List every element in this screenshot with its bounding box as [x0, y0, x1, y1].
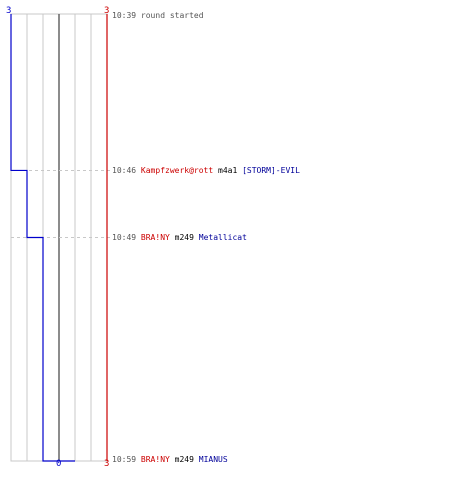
weapon-name: m249 — [174, 455, 194, 464]
victim-name: Metallicat — [198, 233, 247, 242]
killer-name: BRA!NY — [140, 233, 170, 242]
weapon-name: m249 — [174, 233, 194, 242]
left-bottom-count: 0 — [56, 459, 61, 469]
weapon-name: m4a1 — [218, 166, 238, 175]
killer-name: Kampfzwerk@rott — [140, 166, 214, 175]
event-note: round started — [140, 11, 204, 20]
event-row-kill: 10:59 BRA!NY m249 MIANUS — [112, 455, 228, 465]
team-b-alive-line — [10, 14, 75, 462]
event-tick-lines — [11, 169, 110, 238]
event-time: 10:49 — [112, 233, 137, 242]
right-top-count: 3 — [104, 6, 109, 16]
left-top-count: 3 — [6, 6, 11, 16]
event-row-kill: 10:49 BRA!NY m249 Metallicat — [112, 233, 247, 243]
event-row-round-start: 10:39 round started — [112, 11, 204, 21]
event-time: 10:59 — [112, 455, 137, 464]
event-time: 10:39 — [112, 11, 137, 20]
killer-name: BRA!NY — [140, 455, 170, 464]
right-bottom-count: 3 — [104, 459, 109, 469]
event-time: 10:46 — [112, 166, 137, 175]
victim-name: MIANUS — [198, 455, 228, 464]
victim-name: [STORM]-EVIL — [242, 166, 300, 175]
event-row-kill: 10:46 Kampfzwerk@rott m4a1 [STORM]-EVIL — [112, 166, 300, 176]
